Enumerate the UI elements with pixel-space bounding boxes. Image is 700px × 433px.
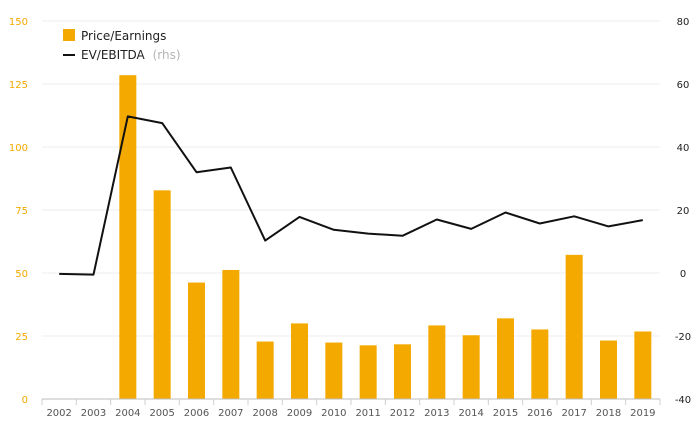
bar-price-earnings — [325, 342, 343, 399]
x-tick-label: 2016 — [527, 408, 552, 419]
x-tick-label: 2013 — [424, 408, 449, 419]
bar-price-earnings — [600, 340, 617, 399]
y-right-tick-label: -20 — [675, 332, 691, 343]
x-tick-label: 2002 — [46, 408, 71, 419]
bar-price-earnings — [119, 75, 137, 400]
y-left-tick-label: 0 — [22, 395, 28, 406]
x-tick-label: 2008 — [252, 408, 277, 419]
x-tick-label: 2018 — [596, 408, 621, 419]
y-left-tick-label: 75 — [15, 206, 28, 217]
line-series-ev-ebitda — [59, 115, 643, 276]
bar-price-earnings — [394, 344, 411, 399]
x-tick-label: 2009 — [287, 408, 312, 419]
legend-label-ev-ebitda: EV/EBITDA (rhs) — [81, 48, 181, 62]
y-right-tick-label: 0 — [680, 269, 686, 280]
bar-price-earnings — [291, 323, 308, 399]
y-right-tick-label: -40 — [675, 395, 691, 406]
bar-price-earnings — [462, 335, 480, 399]
x-tick-label: 2004 — [115, 408, 140, 419]
x-tick-label: 2011 — [355, 408, 380, 419]
x-tick-label: 2007 — [218, 408, 243, 419]
y-left-tick-label: 150 — [9, 17, 28, 28]
bar-price-earnings — [565, 254, 583, 399]
bar-price-earnings — [497, 318, 514, 399]
gridlines — [42, 20, 660, 337]
x-tick-label: 2003 — [81, 408, 106, 419]
axes: 0 25 50 75 100 125 150 -40 -20 0 20 40 60 80 2002 2003 2… — [9, 17, 691, 419]
legend-swatch-price-earnings — [63, 29, 75, 41]
legend-label-ev-ebitda-name: EV/EBITDA — [81, 48, 146, 62]
bar-price-earnings — [188, 282, 205, 399]
bar-price-earnings — [428, 325, 446, 399]
legend-label-price-earnings: Price/Earnings — [81, 29, 166, 43]
x-tick-label: 2005 — [149, 408, 174, 419]
legend-note-rhs: (rhs) — [153, 48, 181, 62]
y-right-tick-label: 80 — [677, 17, 690, 28]
bar-series-price-earnings — [119, 75, 652, 400]
bar-price-earnings — [359, 345, 377, 399]
line-ev-ebitda — [59, 115, 643, 276]
y-left-tick-label: 50 — [15, 269, 28, 280]
legend: Price/Earnings EV/EBITDA (rhs) — [63, 29, 181, 62]
bar-price-earnings — [153, 190, 171, 399]
y-left-tick-label: 125 — [9, 80, 28, 91]
y-left-tick-label: 100 — [9, 143, 28, 154]
x-tick-label: 2010 — [321, 408, 346, 419]
y-right-tick-label: 40 — [677, 143, 690, 154]
x-tick-label: 2015 — [493, 408, 518, 419]
x-tick-label: 2014 — [458, 408, 483, 419]
x-tick-label: 2017 — [561, 408, 586, 419]
y-left-tick-label: 25 — [15, 332, 28, 343]
y-right-tick-label: 20 — [677, 206, 690, 217]
x-tick-label: 2006 — [184, 408, 209, 419]
x-tick-label: 2019 — [630, 408, 655, 419]
bar-price-earnings — [256, 341, 274, 399]
bar-price-earnings — [222, 269, 240, 399]
x-tick-label: 2012 — [390, 408, 415, 419]
bar-price-earnings — [531, 329, 549, 399]
y-right-tick-label: 60 — [677, 80, 690, 91]
bar-price-earnings — [634, 331, 652, 399]
